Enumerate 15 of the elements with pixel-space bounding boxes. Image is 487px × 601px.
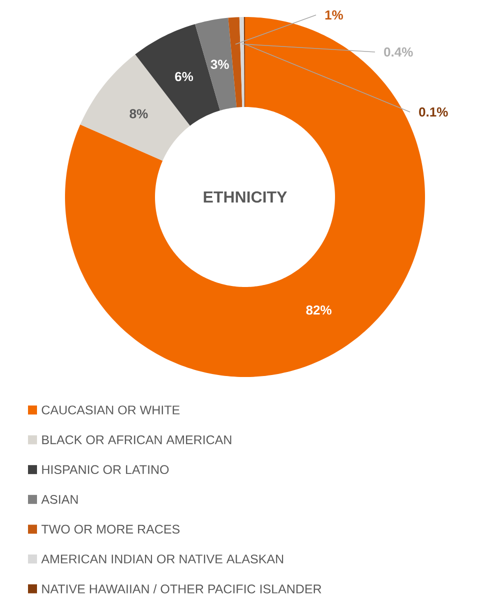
data-label: 0.1%	[419, 107, 448, 117]
data-label: 0.4%	[384, 47, 413, 57]
legend-label: ASIAN	[41, 494, 78, 504]
legend-label: AMERICAN INDIAN OR NATIVE ALASKAN	[41, 554, 284, 564]
data-label: 82%	[306, 305, 332, 315]
data-label: 8%	[130, 109, 148, 118]
legend-label: NATIVE HAWAIIAN / OTHER PACIFIC ISLANDER	[42, 584, 322, 594]
text: ETHNICITY	[204, 191, 287, 203]
data-label: 6%	[175, 72, 194, 82]
legend-label: TWO OR MORE RACES	[41, 524, 180, 534]
legend-label: BLACK OR AFRICAN AMERICAN	[42, 435, 232, 444]
legend-label: HISPANIC OR LATINO	[42, 465, 169, 474]
data-label: 1%	[325, 10, 343, 20]
legend-label: CAUCASIAN OR WHITE	[42, 406, 180, 414]
data-label: 3%	[210, 60, 229, 69]
